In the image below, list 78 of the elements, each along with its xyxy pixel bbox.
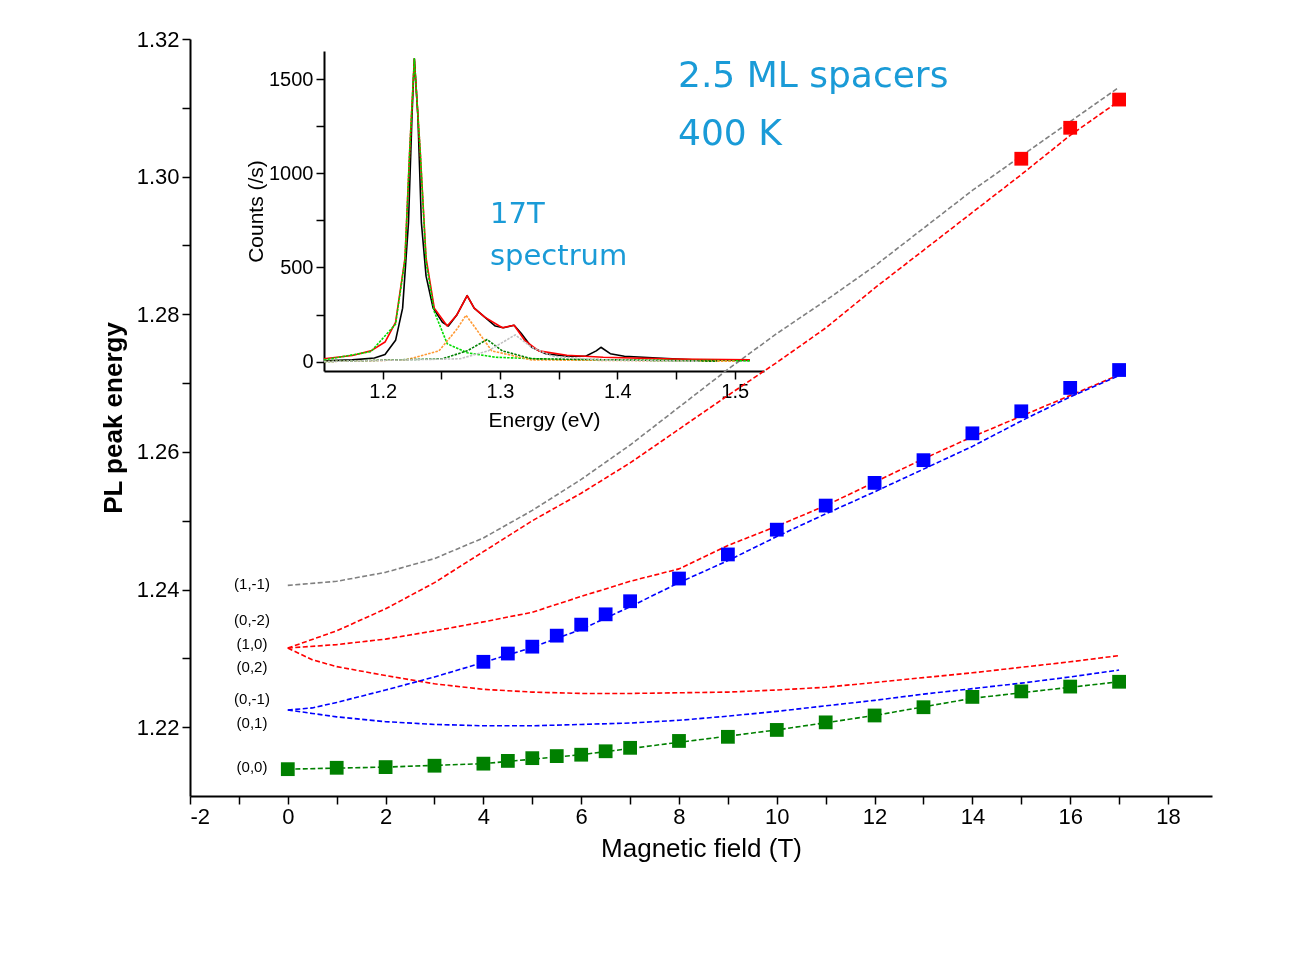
x-tick-label: 14	[960, 803, 986, 829]
point	[378, 760, 393, 774]
x-tick-label: 1.3	[486, 379, 515, 402]
point	[965, 690, 980, 704]
point	[916, 700, 931, 715]
point	[574, 747, 589, 762]
y-tick-label: 1.32	[136, 26, 180, 52]
point	[721, 547, 735, 562]
point	[525, 639, 540, 654]
y-tick-label: 1.30	[136, 164, 180, 190]
x-tick-label: 4	[477, 803, 491, 829]
x-tick-label: 18	[1156, 803, 1181, 829]
annotation: 17T spectrum	[490, 196, 628, 273]
point	[721, 729, 735, 744]
annotation: (0,-2)	[234, 611, 270, 628]
point	[525, 751, 540, 766]
point	[476, 756, 491, 771]
point	[1014, 404, 1029, 419]
point	[280, 762, 295, 777]
point	[427, 758, 442, 773]
y-tick-label: 500	[280, 255, 314, 278]
y-tick-label: 0	[302, 350, 314, 373]
x-tick-label: 1.5	[721, 379, 750, 402]
point	[1063, 381, 1078, 395]
point	[549, 749, 564, 763]
point	[329, 760, 344, 775]
point	[1063, 120, 1078, 135]
annotation: (1,0)	[236, 635, 268, 652]
y-tick-label: 1500	[269, 67, 314, 90]
point	[1063, 679, 1078, 694]
x-tick-label: 2	[379, 803, 393, 829]
y-axis-title: Counts (/s)	[244, 160, 268, 263]
annotation: 400 K	[678, 112, 784, 153]
point	[1112, 674, 1126, 689]
x-tick-label: -2	[190, 803, 211, 829]
point	[818, 498, 833, 513]
point	[818, 715, 833, 730]
point	[867, 475, 882, 490]
annotation: (0,-1)	[234, 690, 270, 707]
point	[500, 646, 515, 661]
x-tick-label: 10	[765, 803, 790, 829]
x-tick-label: 6	[575, 803, 588, 829]
annotation: 2.5 ML spacers	[678, 54, 949, 95]
point	[598, 744, 613, 759]
y-tick-label: 1000	[269, 161, 314, 184]
annotation: (0,2)	[236, 658, 268, 675]
x-tick-label: 16	[1058, 803, 1083, 829]
annotation: (0,0)	[236, 758, 268, 775]
x-tick-label: 1.4	[603, 379, 632, 402]
point	[965, 426, 980, 441]
y-tick-label: 1.24	[136, 577, 180, 603]
x-axis-title: Magnetic field (T)	[601, 832, 802, 863]
point	[476, 654, 491, 669]
y-tick-label: 1.22	[136, 714, 180, 740]
point	[549, 628, 564, 643]
annotation: (0,1)	[236, 714, 268, 731]
y-tick-label: 1.26	[136, 439, 180, 465]
point	[672, 734, 686, 748]
x-tick-label: 12	[862, 803, 888, 829]
point	[574, 617, 589, 632]
point	[500, 754, 515, 768]
point	[672, 571, 686, 586]
point	[769, 723, 784, 737]
point	[623, 740, 637, 755]
x-axis-title: Energy (eV)	[488, 407, 601, 431]
point	[1014, 684, 1029, 699]
point	[1112, 92, 1126, 107]
point	[598, 607, 613, 622]
point	[1112, 363, 1126, 377]
y-tick-label: 1.28	[136, 301, 180, 327]
point	[623, 594, 637, 609]
point	[769, 522, 784, 537]
x-tick-label: 8	[673, 803, 686, 829]
x-tick-label: 1.2	[369, 379, 398, 402]
annotation: (1,-1)	[234, 575, 270, 592]
y-axis-title: PL peak energy	[97, 321, 128, 514]
point	[1014, 151, 1029, 166]
point	[916, 453, 931, 468]
